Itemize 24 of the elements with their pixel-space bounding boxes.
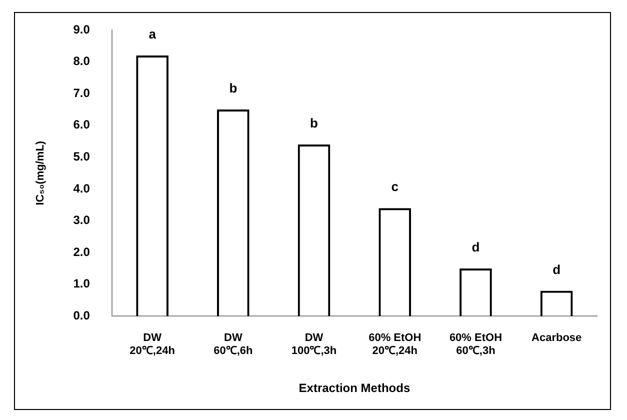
y-axis-title: IC₅₀(mg/mL) — [34, 140, 47, 206]
y-tick-label: 8.0 — [73, 54, 90, 68]
x-axis-title: Extraction Methods — [298, 381, 410, 396]
y-tick-label: 5.0 — [73, 150, 90, 164]
x-tick-label: DW 60℃,6h — [214, 332, 253, 358]
annotation: a — [148, 26, 157, 42]
annotation: d — [472, 240, 480, 255]
annotation: c — [391, 179, 398, 194]
x-tick-label: DW 20℃,24h — [130, 332, 176, 358]
y-tick-label: 9.0 — [73, 22, 90, 36]
annotation: b — [310, 116, 318, 131]
y-tick-label: 7.0 — [73, 86, 90, 100]
y-tick-label: 1.0 — [73, 276, 90, 291]
x-tick-label: 60% EtOH 60℃,3h — [449, 332, 502, 358]
y-tick-label: 2.0 — [73, 244, 90, 259]
y-tick-label: 4.0 — [73, 181, 90, 196]
annotation: d — [552, 262, 561, 277]
annotation: b — [229, 80, 238, 96]
x-tick-label: Acarbose — [532, 332, 582, 344]
y-tick-label: 0.0 — [73, 308, 90, 323]
y-tick-label: 6.0 — [73, 118, 90, 132]
x-tick-label: DW 100℃,3h — [291, 332, 337, 358]
y-tick-label: 3.0 — [73, 213, 90, 228]
x-tick-label: 60% EtOH 20℃,24h — [368, 332, 422, 358]
